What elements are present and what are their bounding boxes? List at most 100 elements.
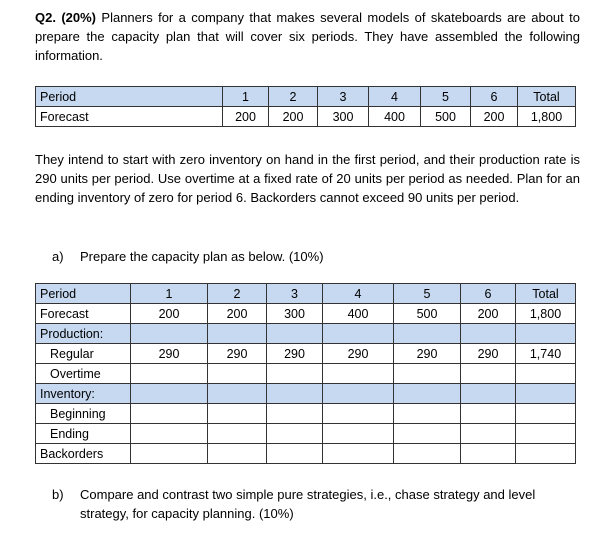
row-label: Beginning — [35, 403, 131, 424]
row: Forecast 200 200 300 400 500 200 1,800 — [35, 303, 576, 324]
empty-cell — [393, 423, 461, 444]
empty-cell — [460, 403, 516, 424]
empty-cell — [515, 443, 576, 464]
empty-cell — [393, 443, 461, 464]
cell: 400 — [322, 303, 394, 324]
header-cell: 5 — [420, 86, 471, 107]
empty-cell — [393, 383, 461, 404]
row-label: Production: — [35, 323, 131, 344]
question: Q2. (20%) Planners for a company that ma… — [35, 8, 580, 65]
row: Ending — [35, 423, 576, 444]
row: Overtime — [35, 363, 576, 384]
cell: 290 — [460, 343, 516, 364]
part-a-text: Prepare the capacity plan as below. (10%… — [80, 249, 324, 264]
empty-cell — [393, 323, 461, 344]
header-cell: Total — [515, 283, 576, 304]
header-cell: 6 — [460, 283, 516, 304]
header-cell: Period — [35, 86, 223, 107]
empty-cell — [322, 363, 394, 384]
empty-cell — [130, 423, 208, 444]
empty-cell — [515, 403, 576, 424]
part-b-label: b) — [52, 487, 64, 502]
header-cell: 6 — [470, 86, 518, 107]
cell: 200 — [130, 303, 208, 324]
empty-cell — [460, 363, 516, 384]
row-label: Inventory: — [35, 383, 131, 404]
empty-cell — [322, 443, 394, 464]
empty-cell — [130, 363, 208, 384]
empty-cell — [266, 363, 323, 384]
cell: 200 — [222, 106, 269, 127]
cell: 500 — [420, 106, 471, 127]
row-label: Overtime — [35, 363, 131, 384]
question-text: Planners for a company that makes severa… — [35, 10, 580, 63]
header-cell: Total — [517, 86, 576, 107]
header-cell: Period — [35, 283, 131, 304]
empty-cell — [322, 383, 394, 404]
cell: 290 — [266, 343, 323, 364]
header-cell: 4 — [322, 283, 394, 304]
cell: 1,800 — [517, 106, 576, 127]
empty-cell — [322, 323, 394, 344]
question-number: Q2. (20%) — [35, 10, 97, 25]
row: Inventory: — [35, 383, 576, 404]
empty-cell — [460, 323, 516, 344]
cell: 290 — [130, 343, 208, 364]
row: Backorders — [35, 443, 576, 464]
empty-cell — [130, 383, 208, 404]
empty-cell — [130, 443, 208, 464]
empty-cell — [130, 403, 208, 424]
empty-cell — [322, 403, 394, 424]
cell: Forecast — [35, 106, 223, 127]
empty-cell — [207, 363, 267, 384]
header-cell: 2 — [268, 86, 318, 107]
cell: 1,800 — [515, 303, 576, 324]
empty-cell — [460, 423, 516, 444]
header-cell: 4 — [368, 86, 421, 107]
row: Forecast 200 200 300 400 500 200 1,800 — [35, 106, 576, 127]
empty-cell — [515, 363, 576, 384]
cell: 500 — [393, 303, 461, 324]
header-cell: 2 — [207, 283, 267, 304]
empty-cell — [393, 363, 461, 384]
row-label: Forecast — [35, 303, 131, 324]
empty-cell — [515, 383, 576, 404]
cell: 300 — [317, 106, 369, 127]
table-1: Period 1 2 3 4 5 6 Total Forecast 200 200 300 400 500… — [35, 86, 576, 127]
empty-cell — [207, 323, 267, 344]
cell: 200 — [470, 106, 518, 127]
empty-cell — [266, 403, 323, 424]
part-a-label: a) — [52, 249, 64, 264]
empty-cell — [393, 403, 461, 424]
empty-cell — [207, 443, 267, 464]
empty-cell — [515, 423, 576, 444]
empty-cell — [266, 423, 323, 444]
header-row: Period 1 2 3 4 5 6 Total — [35, 86, 576, 107]
part-b-text: Compare and contrast two simple pure str… — [80, 487, 536, 521]
empty-cell — [266, 323, 323, 344]
header-cell: 1 — [222, 86, 269, 107]
cell: 300 — [266, 303, 323, 324]
empty-cell — [266, 443, 323, 464]
header-cell: 3 — [266, 283, 323, 304]
row-label: Regular — [35, 343, 131, 364]
empty-cell — [207, 383, 267, 404]
empty-cell — [460, 443, 516, 464]
header-cell: 1 — [130, 283, 208, 304]
cell: 290 — [393, 343, 461, 364]
row-label: Backorders — [35, 443, 131, 464]
header-row: Period 1 2 3 4 5 6 Total — [35, 283, 576, 304]
paragraph: They intend to start with zero inventory… — [35, 152, 580, 205]
empty-cell — [322, 423, 394, 444]
header-cell: 5 — [393, 283, 461, 304]
row-label: Ending — [35, 423, 131, 444]
empty-cell — [515, 323, 576, 344]
cell: 200 — [268, 106, 318, 127]
row: Production: — [35, 323, 576, 344]
table-2: Period 1 2 3 4 5 6 Total Forecast 200 200 300 400 500… — [35, 283, 576, 464]
cell: 200 — [207, 303, 267, 324]
empty-cell — [266, 383, 323, 404]
cell: 290 — [322, 343, 394, 364]
row: Regular 290 290 290 290 290 290 1,740 — [35, 343, 576, 364]
